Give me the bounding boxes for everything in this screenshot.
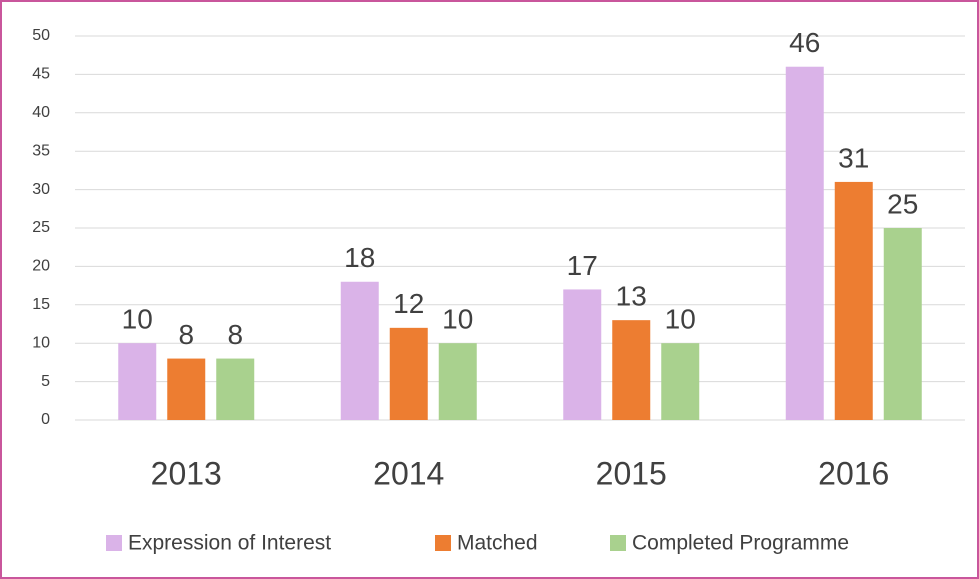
- x-tick-label: 2013: [151, 455, 222, 491]
- data-label: 12: [393, 288, 424, 319]
- bar: [216, 358, 255, 420]
- bar: [438, 343, 477, 420]
- legend-label: Expression of Interest: [128, 532, 331, 555]
- bar: [834, 181, 873, 420]
- data-label: 46: [789, 27, 820, 58]
- bar: [661, 343, 700, 420]
- data-label: 10: [122, 304, 153, 335]
- data-label: 10: [442, 304, 473, 335]
- data-label: 13: [616, 281, 647, 312]
- bar: [563, 289, 602, 420]
- y-tick-label: 30: [32, 181, 50, 198]
- data-label: 18: [344, 242, 375, 273]
- data-label: 8: [227, 319, 243, 350]
- data-label: 17: [567, 250, 598, 281]
- data-label: 25: [887, 188, 918, 219]
- bar: [612, 320, 651, 420]
- y-tick-label: 45: [32, 66, 50, 83]
- y-tick-label: 50: [32, 27, 50, 44]
- y-tick-label: 35: [32, 142, 50, 159]
- legend-swatch: [610, 535, 626, 551]
- data-label: 31: [838, 142, 869, 173]
- y-tick-label: 0: [41, 411, 50, 428]
- x-tick-label: 2014: [373, 455, 444, 491]
- y-tick-label: 25: [32, 219, 50, 236]
- y-tick-label: 10: [32, 334, 50, 351]
- bar: [118, 343, 157, 420]
- y-tick-label: 40: [32, 104, 50, 121]
- legend-swatch: [435, 535, 451, 551]
- x-tick-label: 2015: [596, 455, 667, 491]
- x-tick-label: 2016: [818, 455, 889, 491]
- data-label: 10: [665, 304, 696, 335]
- legend-label: Completed Programme: [632, 532, 849, 555]
- data-label: 8: [178, 319, 194, 350]
- bar: [785, 66, 824, 420]
- y-tick-label: 5: [41, 373, 50, 390]
- legend-swatch: [106, 535, 122, 551]
- bar: [340, 281, 379, 420]
- y-tick-label: 15: [32, 296, 50, 313]
- legend-label: Matched: [457, 532, 538, 555]
- y-tick-label: 20: [32, 258, 50, 275]
- bar: [167, 358, 206, 420]
- bar: [389, 327, 428, 420]
- bar: [883, 228, 922, 420]
